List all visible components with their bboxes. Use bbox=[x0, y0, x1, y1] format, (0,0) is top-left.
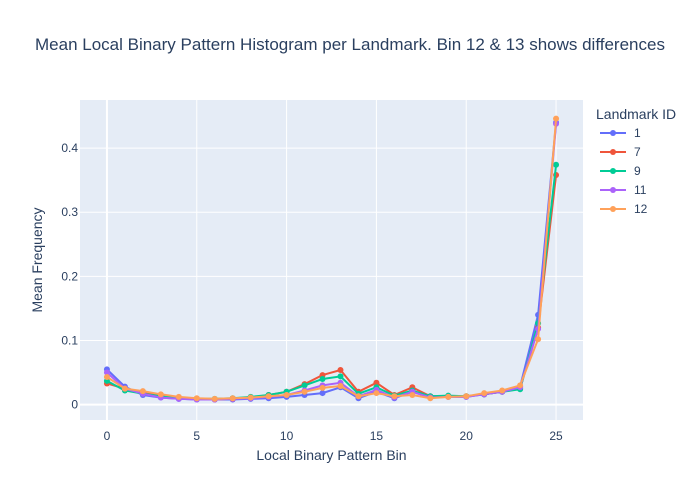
data-point bbox=[319, 390, 326, 397]
x-tick-label: 20 bbox=[460, 429, 474, 443]
data-point bbox=[193, 395, 200, 402]
data-point bbox=[535, 336, 542, 343]
data-point bbox=[427, 395, 434, 402]
legend-marker bbox=[610, 130, 616, 136]
y-tick-label: 0.2 bbox=[61, 269, 78, 283]
series-12 bbox=[103, 115, 560, 402]
x-tick-label: 5 bbox=[193, 429, 200, 443]
data-point bbox=[265, 393, 272, 400]
data-point bbox=[103, 369, 110, 376]
data-point bbox=[301, 388, 308, 395]
grid bbox=[80, 100, 583, 420]
x-tick-label: 10 bbox=[280, 429, 294, 443]
x-axis-ticks: 0 5 10 15 20 25 bbox=[104, 429, 563, 443]
data-point bbox=[103, 374, 110, 381]
legend-label: 11 bbox=[634, 183, 647, 197]
data-point bbox=[157, 391, 164, 398]
data-point bbox=[409, 391, 416, 398]
y-tick-label: 0.3 bbox=[61, 205, 78, 219]
series-line bbox=[106, 118, 558, 400]
plot-background bbox=[80, 100, 583, 420]
legend-item[interactable]: 11 bbox=[600, 183, 647, 197]
legend-marker bbox=[610, 206, 616, 212]
legend-label: 7 bbox=[634, 145, 641, 159]
data-point bbox=[283, 391, 290, 398]
data-point bbox=[553, 161, 560, 168]
data-point bbox=[301, 382, 308, 389]
data-point bbox=[319, 375, 326, 382]
y-axis-ticks: 0 0.1 0.2 0.3 0.4 bbox=[61, 141, 78, 412]
data-point bbox=[121, 385, 128, 392]
data-point bbox=[319, 384, 326, 391]
data-point bbox=[481, 390, 488, 397]
y-axis-label: Mean Frequency bbox=[29, 207, 45, 312]
legend-item[interactable]: 1 bbox=[600, 126, 641, 140]
data-point bbox=[211, 395, 218, 402]
legend-label: 1 bbox=[634, 126, 641, 140]
x-tick-label: 15 bbox=[370, 429, 384, 443]
chart-title: Mean Local Binary Pattern Histogram per … bbox=[35, 35, 665, 54]
y-tick-label: 0 bbox=[71, 398, 78, 412]
data-point bbox=[391, 393, 398, 400]
data-point bbox=[463, 393, 470, 400]
legend-label: 12 bbox=[634, 202, 648, 216]
data-point bbox=[229, 395, 236, 402]
data-point bbox=[373, 379, 380, 386]
legend-marker bbox=[610, 149, 616, 155]
legend-marker bbox=[610, 187, 616, 193]
legend-item[interactable]: 7 bbox=[600, 145, 641, 159]
data-point bbox=[445, 393, 452, 400]
data-point bbox=[139, 388, 146, 395]
data-point bbox=[355, 393, 362, 400]
legend-marker bbox=[610, 168, 616, 174]
legend-label: 9 bbox=[634, 164, 641, 178]
legend-item[interactable]: 12 bbox=[600, 202, 648, 216]
data-point bbox=[517, 382, 524, 389]
x-tick-label: 25 bbox=[549, 429, 563, 443]
data-point bbox=[553, 115, 560, 122]
data-point bbox=[175, 393, 182, 400]
data-point bbox=[337, 366, 344, 373]
data-point bbox=[337, 383, 344, 390]
x-axis-label: Local Binary Pattern Bin bbox=[256, 447, 406, 463]
data-point bbox=[247, 394, 254, 401]
data-point bbox=[373, 390, 380, 397]
data-point bbox=[499, 387, 506, 394]
legend: Landmark ID 1 7 9 11 12 bbox=[596, 106, 676, 216]
legend-title: Landmark ID bbox=[596, 106, 676, 122]
y-tick-label: 0.1 bbox=[61, 333, 78, 347]
legend-item[interactable]: 9 bbox=[600, 164, 641, 178]
y-tick-label: 0.4 bbox=[61, 141, 78, 155]
data-point bbox=[337, 373, 344, 380]
x-tick-label: 0 bbox=[104, 429, 111, 443]
series-layer bbox=[103, 115, 560, 403]
